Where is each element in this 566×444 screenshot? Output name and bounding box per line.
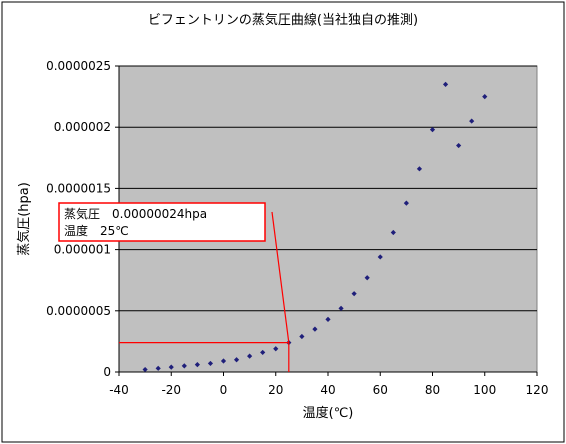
y-axis-label: 蒸気圧(hpa) — [16, 182, 32, 256]
y-tick-label: 0.0000025 — [46, 59, 111, 73]
data-point — [429, 127, 436, 133]
y-axis-ticks: 0 0.0000005 0.000001 0.0000015 0.000002 0.000… — [46, 59, 119, 379]
data-point — [351, 291, 357, 297]
data-point — [390, 229, 396, 236]
data-point — [299, 333, 305, 340]
data-point — [155, 365, 161, 371]
y-tick-label: 0 — [103, 365, 111, 379]
x-axis-ticks: -40 -20 0 20 40 60 80 100 120 — [109, 372, 548, 397]
x-tick-label: 60 — [373, 383, 388, 397]
data-point — [377, 254, 383, 260]
data-point — [312, 326, 318, 332]
data-point — [247, 353, 253, 359]
data-point — [260, 349, 266, 356]
annotation-leader-line — [271, 211, 290, 343]
data-point — [233, 357, 240, 363]
data-point — [325, 316, 331, 322]
x-tick-label: 20 — [268, 383, 283, 397]
data-point — [456, 142, 462, 149]
y-tick-label: 0.0000005 — [46, 304, 111, 318]
data-point — [207, 360, 214, 367]
x-tick-label: -40 — [109, 383, 129, 397]
annotation-box — [58, 202, 266, 242]
data-point — [469, 118, 475, 124]
chart-title: ビフェントリンの蒸気圧曲線(当社独自の推測) — [148, 12, 418, 28]
x-tick-label: 100 — [473, 383, 496, 397]
y-tick-label: 0.000002 — [54, 120, 111, 134]
data-point — [403, 200, 409, 206]
data-point — [442, 81, 449, 87]
data-point — [416, 166, 423, 172]
x-tick-label: 120 — [526, 383, 549, 397]
data-point — [220, 358, 227, 364]
x-tick-label: 40 — [320, 383, 335, 397]
annotation-line-2: 温度 25℃ — [64, 223, 129, 238]
annotation: 蒸気圧 0.00000024hpa 温度 25℃ — [58, 202, 290, 372]
x-tick-label: 80 — [425, 383, 440, 397]
data-point — [364, 275, 370, 281]
x-tick-label: 0 — [220, 383, 228, 397]
data-point — [194, 362, 200, 368]
y-tick-label: 0.000001 — [54, 243, 111, 257]
data-point — [142, 366, 148, 373]
y-tick-label: 0.0000015 — [46, 181, 111, 195]
gridlines — [119, 65, 537, 312]
annotation-line-1: 蒸気圧 0.00000024hpa — [64, 206, 207, 221]
data-point — [273, 346, 279, 352]
data-point — [338, 305, 344, 311]
x-axis-label: 温度(℃) — [303, 405, 354, 421]
x-tick-label: -20 — [161, 383, 181, 397]
data-point — [168, 364, 174, 370]
data-point — [181, 363, 187, 369]
data-point — [482, 94, 488, 100]
